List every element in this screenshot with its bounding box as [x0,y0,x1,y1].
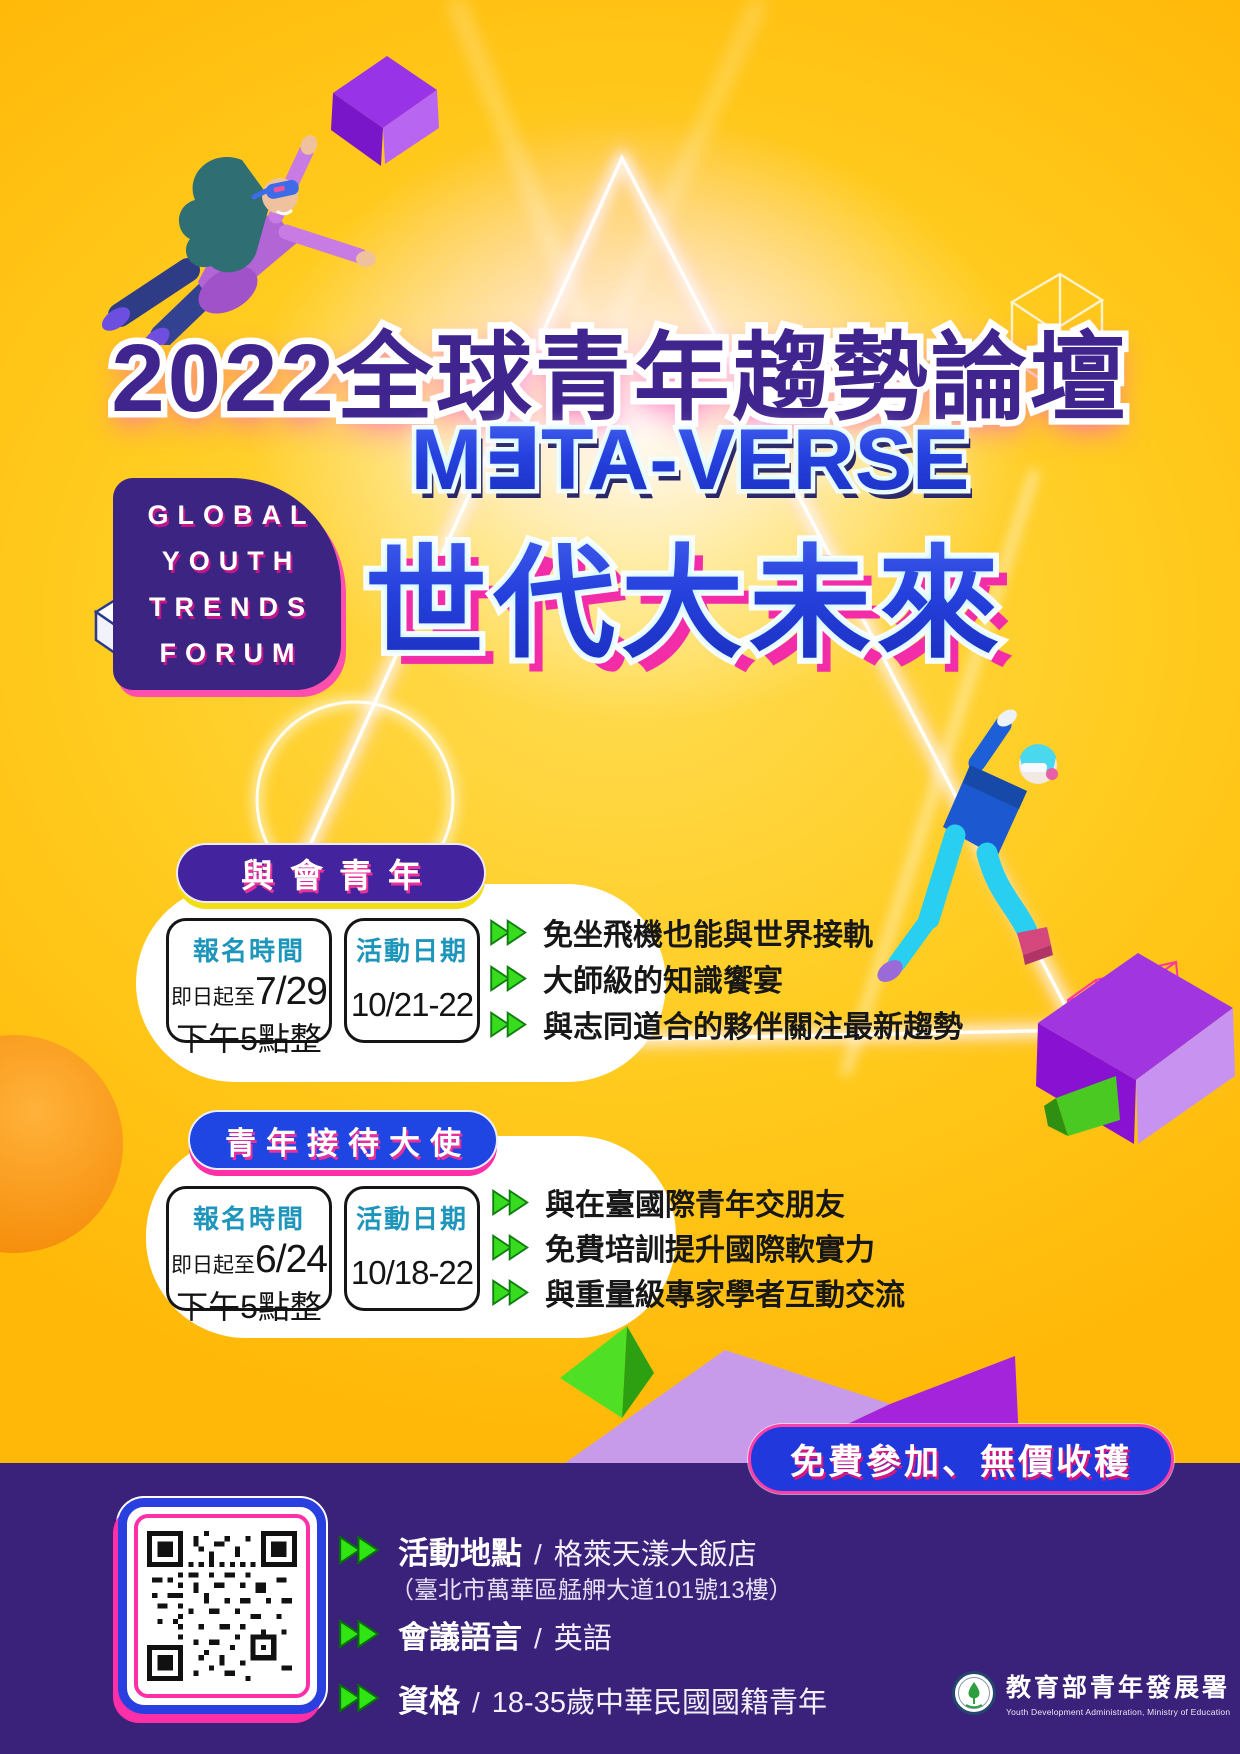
bullet-text: 免坐飛機也能與世界接軌 [543,919,873,952]
logo-name-en: Youth Development Administration, Minist… [1006,1707,1231,1717]
footer-value: 英語 [553,1623,612,1655]
main-title-text: 2022全球青年趨勢論壇 [111,325,1129,432]
bullet-text: 與志同道合的夥伴關注最新趨勢 [543,1011,963,1044]
badge-line: YOUTH [161,546,302,576]
bullet-text: 與在臺國際青年交朋友 [545,1189,845,1222]
section1-title-pill: 與會青年 [176,843,486,903]
event-date: 10/18-22 [350,1254,474,1291]
double-arrow-icon [339,1683,380,1713]
double-arrow-icon [490,1010,527,1038]
qr-code-frame [118,1498,326,1714]
footer-separator: / [534,1623,542,1654]
light-beams [451,0,1040,1077]
global-youth-trends-forum-badge: GLOBAL YOUTH TRENDS FORUM [113,478,341,690]
section1-event-box: 活動日期 10/21-22 [344,918,480,1043]
badge-line: FORUM [159,638,304,668]
section1-bullet: 大師級的知識饗宴 [490,956,783,1000]
vr-man-illustration [877,709,1058,982]
event-label: 活動日期 [355,1204,468,1234]
green-tetrahedron-icon [560,1326,654,1418]
double-arrow-icon [492,1278,529,1306]
logo-name-zh: 教育部青年發展署 [1006,1673,1231,1702]
main-title-outline: 2022全球青年趨勢論壇 [105,319,1133,439]
section2-bullet: 與重量級專家學者互動交流 [492,1270,905,1314]
bullet-text: 與重量級專家學者互動交流 [545,1279,905,1312]
signup-label: 報名時間 [192,1204,305,1234]
footer-separator: / [534,1539,542,1570]
section2-bullet: 與在臺國際青年交朋友 [492,1180,845,1224]
double-arrow-icon [339,1535,380,1565]
bullet-text: 免費培訓提升國際軟實力 [545,1234,875,1267]
bullet-text: 大師級的知識饗宴 [543,965,783,998]
footer-value: 18-35歲中華民國國籍青年 [491,1687,827,1719]
signup-prefix: 即日起至 [171,986,256,1009]
footer-label: 資格 [398,1684,460,1719]
vr-woman-illustration [101,135,376,345]
section2-event-box: 活動日期 10/18-22 [344,1186,480,1311]
purple-cube-icon [331,56,439,166]
footer-label: 活動地點 [398,1536,522,1571]
double-arrow-icon [339,1619,380,1649]
metaverse-title-zh: 世代大未來 世代大未來 [290,505,1080,678]
double-arrow-icon [492,1188,529,1216]
signup-time: 下午5點整 [176,1289,322,1325]
footer-label: 會議語言 [398,1620,522,1655]
signup-prefix: 即日起至 [171,1254,256,1277]
section2-signup-box: 報名時間 即日起至 6/24 下午5點整 [166,1186,332,1325]
free-participation-badge: 免費參加、無價收穫 [748,1424,1174,1494]
metaverse-title-en: M∃TA-VERSE M∃TA-VERSE [300,408,1080,520]
section1-bullet: 與志同道合的夥伴關注最新趨勢 [490,1002,963,1046]
signup-label: 報名時間 [192,936,305,966]
footer-location-note: （臺北市萬華區艋舺大道101號13樓） [390,1577,793,1604]
footer: 活動地點 / 格萊天漾大飯店 （臺北市萬華區艋舺大道101號13樓） 會議語言 … [0,1463,1240,1754]
purple-cube-large-icon [1036,953,1235,1144]
moe-seal-icon [952,1670,996,1715]
metaverse-en-text: M∃TA-VERSE [300,410,1080,510]
qr-code [147,1531,297,1681]
metaverse-zh-text: 世代大未來 [290,505,1080,682]
metaverse-zh-outline: 世代大未來 [290,505,1080,682]
section1-bullet: 免坐飛機也能與世界接軌 [490,910,873,954]
wireframe-cube-icon [1009,272,1105,390]
section2-title-pill: 青年接待大使 [188,1110,498,1170]
footer-item-language: 會議語言 / 英語 [398,1612,612,1657]
metaverse-en-outline: M∃TA-VERSE [300,408,1080,513]
signup-date: 7/29 [255,970,328,1013]
double-arrow-icon [492,1233,529,1261]
qr-code-inner-frame [134,1514,310,1698]
event-date: 10/21-22 [350,986,474,1023]
event-label: 活動日期 [355,936,468,966]
footer-separator: / [472,1687,480,1718]
badge-line: GLOBAL [147,500,316,530]
section2-bullet: 免費培訓提升國際軟實力 [492,1225,875,1269]
double-arrow-icon [490,964,527,992]
double-arrow-icon [490,918,527,946]
signup-time: 下午5點整 [176,1021,322,1057]
youth-development-administration-logo: 教育部青年發展署 Youth Development Administratio… [952,1668,1240,1717]
footer-item-location: 活動地點 / 格萊天漾大飯店 [398,1528,757,1573]
badge-line: TRENDS [148,592,314,622]
section1-signup-box: 報名時間 即日起至 7/29 下午5點整 [166,918,332,1057]
footer-value: 格萊天漾大飯店 [553,1539,757,1571]
footer-item-eligibility: 資格 / 18-35歲中華民國國籍青年 [398,1676,827,1721]
signup-date: 6/24 [255,1238,328,1281]
main-title: 2022全球青年趨勢論壇 2022全球青年趨勢論壇 [0,300,1240,439]
